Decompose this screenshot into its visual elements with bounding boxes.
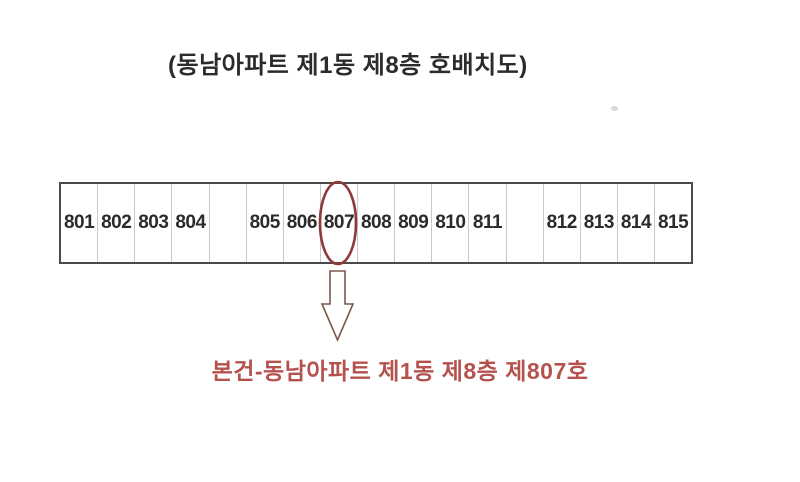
unit-cell-809: 809	[395, 184, 433, 262]
subject-property-caption: 본건-동남아파트 제1동 제8층 제807호	[211, 358, 589, 384]
unit-cell-815: 815	[657, 212, 689, 233]
unit-cell-813: 813	[581, 184, 618, 262]
unit-cell-806: 806	[284, 184, 321, 262]
unit-cell-804: 804	[172, 184, 210, 262]
unit-cell-810: 810	[432, 184, 470, 262]
unit-cell-812: 812	[544, 184, 581, 262]
spacer-cell	[507, 184, 544, 262]
unit-cell-801: 801	[61, 184, 99, 262]
unit-layout-table: 801 802 803 804 805 806 807 808 809 810 …	[59, 182, 693, 264]
scan-artifact-dot	[611, 106, 618, 111]
unit-cell-805: 805	[247, 184, 284, 262]
unit-cell-803: 803	[135, 184, 173, 262]
down-arrow-icon	[320, 270, 355, 343]
page-title: (동남아파트 제1동 제8층 호배치도)	[168, 52, 528, 79]
unit-cell-811: 811	[469, 184, 507, 262]
unit-cell-802: 802	[98, 184, 136, 262]
unit-cell-808: 808	[358, 184, 396, 262]
spacer-cell	[210, 184, 247, 262]
unit-cell-814: 814	[618, 184, 655, 262]
unit-cell-807-highlighted: 807	[321, 184, 358, 262]
